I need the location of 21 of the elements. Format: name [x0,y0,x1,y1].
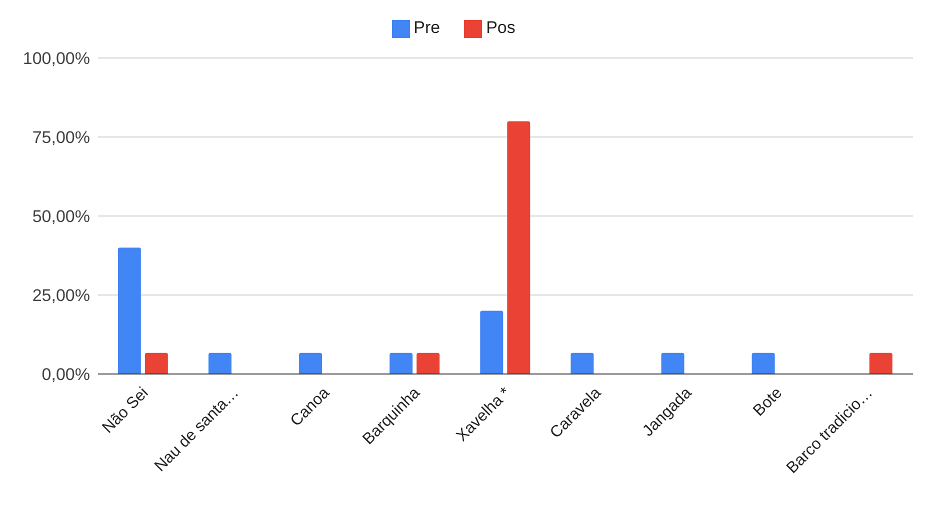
bar [752,352,775,374]
y-tick-label: 25,00% [32,286,90,306]
bar [390,352,413,374]
bar [144,352,168,374]
x-tick-label: Bote [750,384,786,420]
bar [570,352,594,374]
bar [118,248,141,374]
y-tick-label: 50,00% [32,207,90,226]
y-tick-label: 100,00% [22,49,90,68]
bar [208,352,232,374]
bar [299,352,322,374]
bar [869,352,892,374]
legend-label: Pre [414,18,440,37]
y-tick-label: 0,00% [42,365,90,384]
legend-label: Pos [486,18,516,37]
x-tick-label: Não Sei [99,384,152,437]
bar [661,352,684,374]
y-tick-label: 75,00% [32,128,90,148]
bar [416,352,440,374]
bar [507,121,530,374]
bar [480,310,504,374]
